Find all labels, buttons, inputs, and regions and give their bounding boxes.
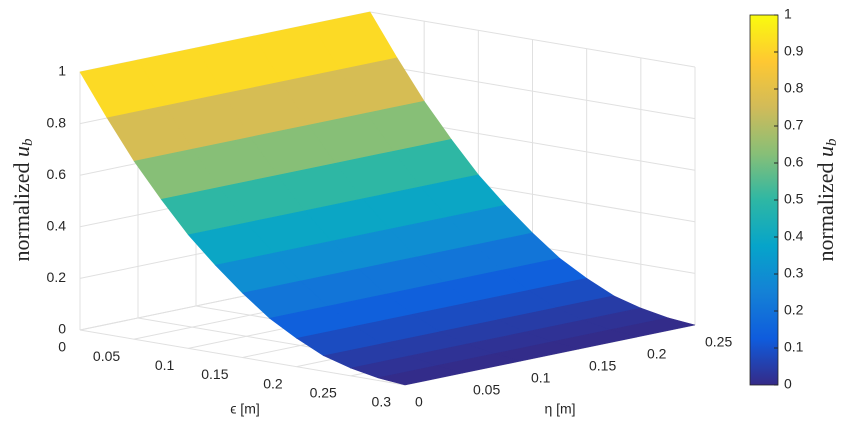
colorbar-label: normalized ub (813, 138, 840, 261)
colorbar-tick-label: 0.8 (784, 80, 804, 96)
z-label-sub: b (20, 138, 36, 146)
z-axis-label: normalized ub (9, 138, 36, 261)
x-axis-label: ϵ [m] (230, 401, 260, 417)
z-tick-label: 1 (58, 63, 66, 79)
colorbar (749, 14, 779, 386)
colorbar-tick-label: 1 (784, 6, 792, 22)
c-label-var: u (813, 146, 838, 157)
colorbar-tick-label: 0.5 (784, 191, 804, 207)
x-tick-label: 0.3 (372, 394, 392, 410)
colorbar-tick-label: 0.4 (784, 228, 804, 244)
colorbar-tick-label: 0.7 (784, 117, 804, 133)
x-tick-label: 0 (58, 339, 66, 355)
x-tick-label: 0.05 (93, 348, 120, 364)
z-label-text: normalized (9, 163, 34, 262)
y-tick-label: 0.05 (473, 382, 500, 398)
x-tick-label: 0.25 (310, 385, 337, 401)
y-tick-label: 0.25 (705, 334, 732, 350)
z-tick-label: 0.6 (47, 166, 67, 182)
z-tick-label: 0.8 (47, 114, 67, 130)
y-axis-label: η [m] (544, 401, 575, 417)
c-label-sub: b (824, 138, 840, 146)
x-tick-label: 0.2 (263, 375, 283, 391)
y-tick-label: 0 (415, 394, 423, 410)
colorbar-tick-label: 0.9 (784, 43, 804, 59)
colorbar-tick-label: 0.1 (784, 339, 804, 355)
colorbar-tick-label: 0.2 (784, 302, 804, 318)
x-tick-label: 0.1 (155, 357, 175, 373)
c-label-text: normalized (813, 163, 838, 262)
colorbar-tick-label: 0.3 (784, 265, 804, 281)
z-tick-label: 0.2 (47, 269, 67, 285)
y-tick-label: 0.2 (647, 346, 667, 362)
colorbar-tick-label: 0.6 (784, 154, 804, 170)
colorbar-tick-label: 0 (784, 376, 792, 392)
z-tick-label: 0.4 (47, 218, 67, 234)
y-tick-label: 0.1 (531, 370, 551, 386)
y-tick-label: 0.15 (589, 358, 616, 374)
z-tick-label: 0 (58, 321, 66, 337)
x-tick-label: 0.15 (201, 366, 228, 382)
grid-line (79, 329, 406, 386)
z-label-var: u (9, 146, 34, 157)
surface-patch (377, 365, 464, 386)
